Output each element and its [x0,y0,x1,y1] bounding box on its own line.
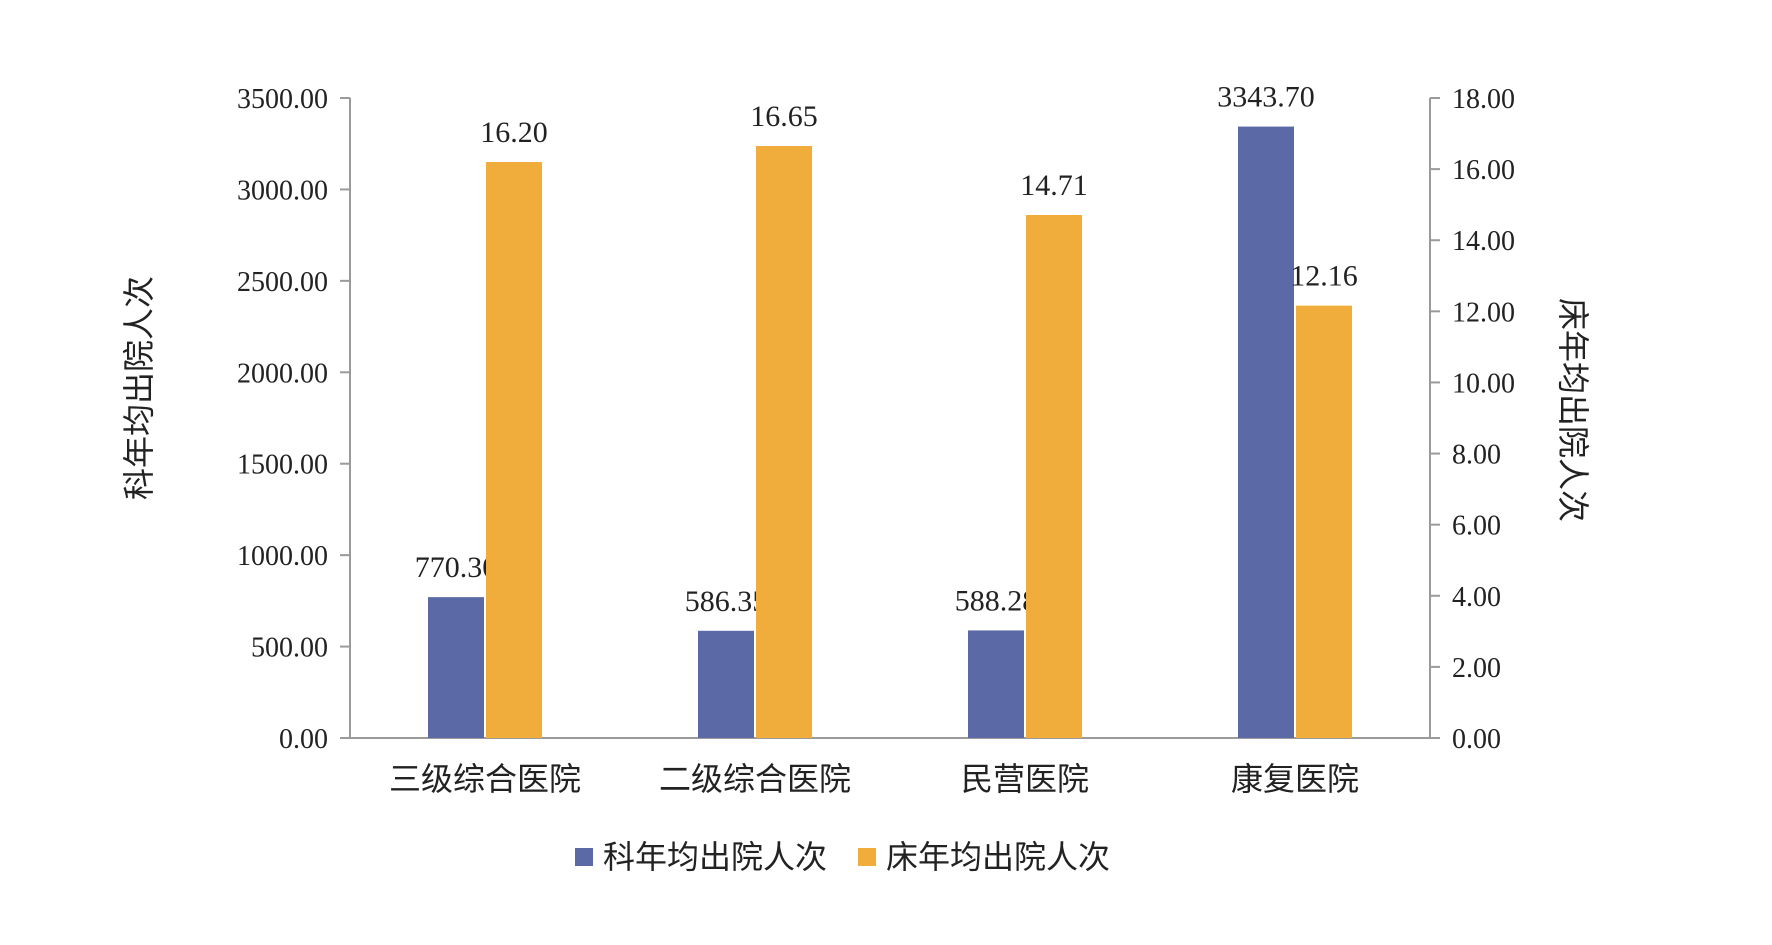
right-axis-title: 床年均出院人次 [1554,298,1592,522]
data-label: 586.35 [685,585,768,618]
left-tick-label: 1500.00 [237,450,328,481]
category-label: 三级综合医院 [389,760,581,798]
left-tick-label: 500.00 [251,633,328,664]
right-tick-label: 8.00 [1452,440,1501,471]
right-tick-label: 10.00 [1452,368,1515,399]
data-label: 3343.70 [1217,81,1315,114]
right-tick-label: 18.00 [1452,84,1515,115]
bar-dept-1 [698,630,754,738]
legend-swatch-series-1 [575,848,593,866]
left-tick-label: 3000.00 [237,175,328,206]
bar-bed-2 [1026,214,1082,738]
category-label: 康复医院 [1231,760,1359,798]
left-tick-label: 1000.00 [237,541,328,572]
data-label: 770.30 [415,551,498,584]
right-tick-label: 14.00 [1452,226,1515,257]
right-tick-label: 12.00 [1452,297,1515,328]
left-tick-label: 2000.00 [237,358,328,389]
right-tick-label: 2.00 [1452,653,1501,684]
data-label: 12.16 [1290,260,1358,293]
legend: 科年均出院人次 床年均出院人次 [575,838,1110,876]
legend-swatch-series-2 [858,848,876,866]
bar-dept-0 [428,597,484,738]
data-label: 16.65 [750,100,818,133]
left-tick-label: 3500.00 [237,84,328,115]
left-axis-title: 科年均出院人次 [120,276,158,500]
category-label: 二级综合医院 [659,760,851,798]
left-tick-label: 2500.00 [237,267,328,298]
left-tick-label: 0.00 [279,724,328,755]
bar-dept-2 [968,630,1024,738]
right-tick-label: 6.00 [1452,511,1501,542]
data-label: 14.71 [1020,169,1088,202]
data-label: 16.20 [480,116,548,149]
right-tick-label: 16.00 [1452,155,1515,186]
data-label: 588.28 [955,584,1038,617]
bar-bed-3 [1296,305,1352,738]
plot-area: 0.00 500.00 1000.00 1500.00 2000.00 2500.00 30… [237,81,1515,798]
bar-bed-0 [486,162,542,738]
bar-dept-3 [1238,126,1294,739]
legend-label-series-2: 床年均出院人次 [886,838,1110,876]
right-tick-label: 0.00 [1452,724,1501,755]
legend-label-series-1: 科年均出院人次 [603,838,827,876]
right-tick-label: 4.00 [1452,582,1501,613]
bar-bed-1 [756,146,812,738]
category-label: 民营医院 [961,760,1089,798]
